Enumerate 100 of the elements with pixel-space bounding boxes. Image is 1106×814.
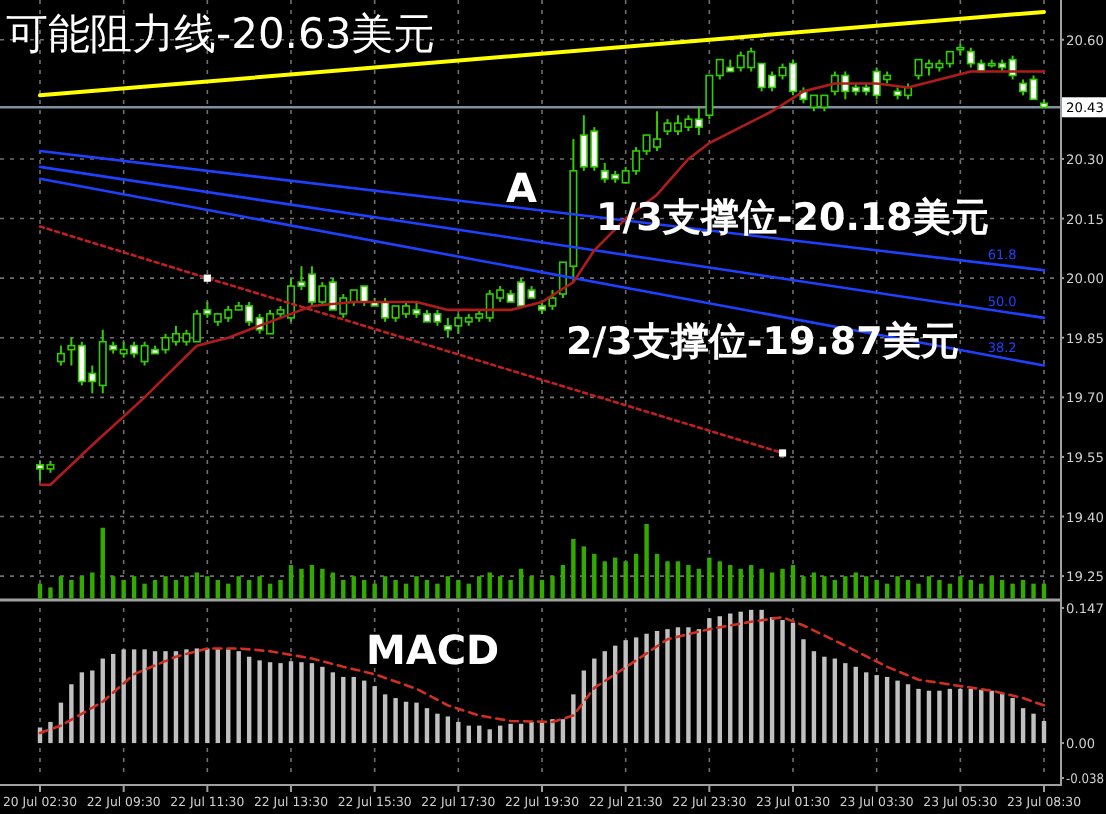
bar (330, 572, 336, 599)
bar (613, 645, 618, 744)
bar (1010, 698, 1015, 744)
bar (999, 579, 1005, 599)
bar (487, 572, 492, 599)
bar (142, 583, 147, 599)
bar (822, 576, 827, 599)
bar (874, 579, 879, 599)
bar (1020, 708, 1026, 744)
bar (79, 576, 85, 599)
bar (341, 579, 346, 599)
bar (309, 663, 315, 744)
bar (424, 579, 430, 599)
bar (571, 538, 576, 599)
bar (686, 627, 691, 744)
bar (131, 649, 137, 744)
bar (466, 583, 471, 599)
bar (226, 583, 231, 599)
bar (728, 565, 733, 599)
bar (184, 649, 189, 744)
bar (979, 689, 984, 744)
bar (205, 576, 210, 599)
bar (843, 576, 848, 599)
bar (874, 675, 879, 744)
bar (1010, 583, 1015, 599)
bar (278, 663, 283, 744)
bar (1031, 583, 1036, 599)
bar (968, 579, 973, 599)
bar (257, 576, 262, 599)
bar (769, 572, 775, 599)
bar (644, 524, 649, 599)
bar (435, 583, 440, 599)
bar (341, 676, 346, 744)
bar (560, 719, 566, 744)
bar (445, 716, 451, 744)
bar (278, 579, 283, 599)
bar (414, 702, 419, 744)
bar (403, 583, 409, 599)
bar (780, 568, 785, 599)
bar (330, 672, 336, 744)
bar (194, 572, 200, 599)
bar (1031, 713, 1036, 744)
bar (560, 565, 566, 599)
bar (320, 568, 325, 599)
bar (968, 688, 973, 744)
bar (372, 583, 377, 599)
bar (811, 572, 817, 599)
bar (152, 579, 158, 599)
bar (48, 587, 53, 599)
bar (571, 694, 576, 744)
bar (853, 572, 858, 599)
bar (654, 553, 660, 599)
bar (790, 622, 796, 744)
annotation: A (506, 164, 538, 212)
bar (435, 713, 440, 744)
bar (811, 651, 817, 744)
bar (497, 576, 503, 599)
bar (665, 561, 670, 599)
bar (351, 676, 356, 744)
bar (926, 576, 932, 599)
bar (696, 568, 702, 599)
bar (989, 576, 994, 599)
bar (529, 576, 534, 599)
bar (1020, 579, 1026, 599)
bar (675, 561, 681, 599)
bar (633, 553, 639, 599)
bar (979, 583, 984, 599)
bar (37, 583, 43, 599)
bar (205, 648, 210, 744)
bar (822, 656, 827, 744)
bar (895, 680, 900, 744)
bar (382, 694, 388, 744)
bar (738, 611, 743, 744)
bar (351, 576, 356, 599)
bar (707, 557, 712, 599)
bar (539, 579, 545, 599)
chart-title: 可能阻力线-20.63美元 (6, 10, 436, 58)
bar (152, 651, 158, 744)
bar (518, 568, 524, 599)
bar (853, 666, 858, 744)
bar (623, 640, 628, 744)
bar (299, 568, 304, 599)
bar (288, 565, 294, 599)
bar (236, 651, 241, 744)
bar (602, 561, 607, 599)
bar (487, 729, 492, 744)
bar (633, 637, 639, 744)
bar (267, 662, 273, 744)
bar (403, 701, 409, 744)
bar (937, 579, 942, 599)
bar (194, 648, 200, 744)
bar (613, 557, 618, 599)
bar (362, 680, 367, 744)
bar (686, 565, 691, 599)
bar (947, 583, 953, 599)
bar (58, 576, 64, 599)
bar (769, 617, 775, 744)
bar (362, 579, 367, 599)
bar (665, 629, 670, 744)
bar (989, 690, 994, 744)
